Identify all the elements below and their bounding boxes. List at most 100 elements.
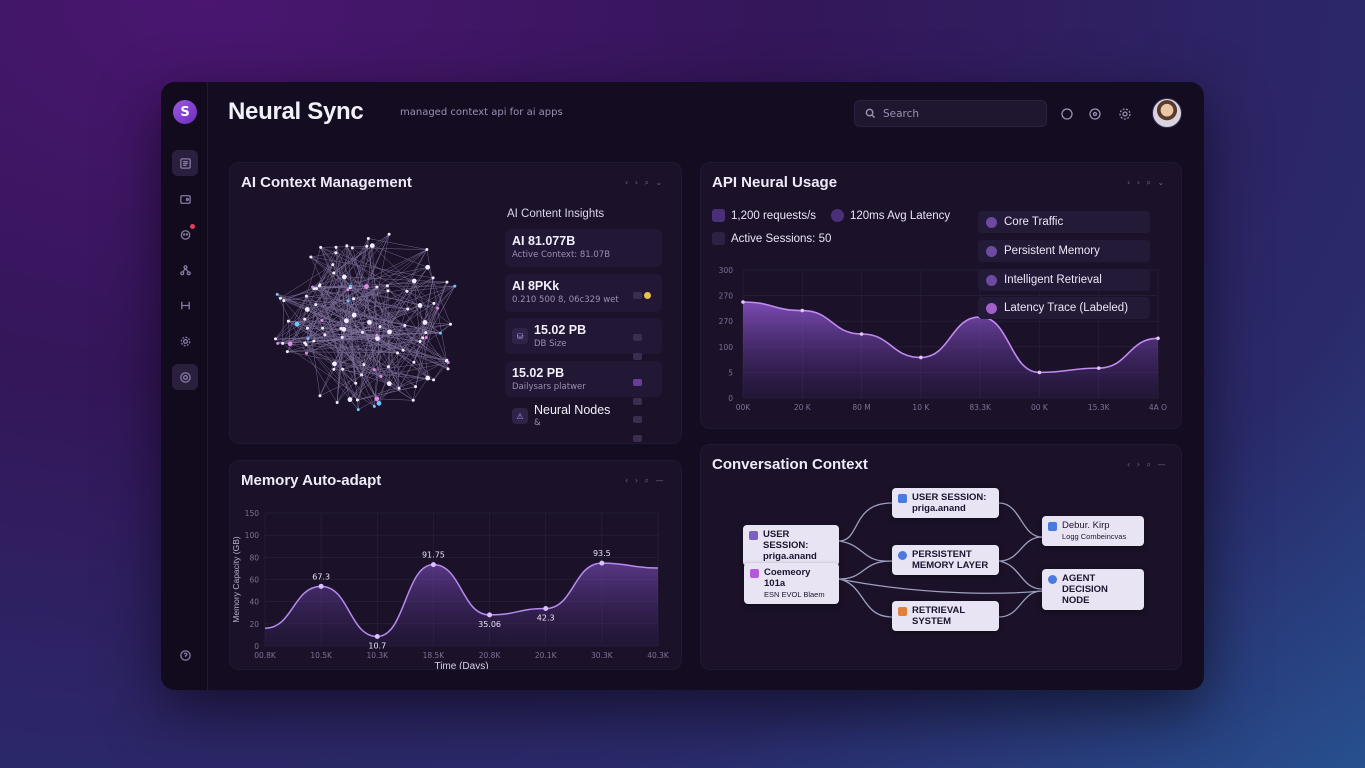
sphere-node [374,396,380,402]
sphere-link [304,318,365,365]
bot-icon[interactable] [172,221,198,247]
sphere-node [445,280,449,284]
user-icon [712,232,725,245]
legend-item[interactable]: Persistent Memory [978,240,1150,262]
sphere-node [431,276,435,280]
toggle[interactable] [633,284,653,299]
sphere-link [376,398,414,401]
flow-node-user-session[interactable]: USER SESSION: priga.anand [743,525,839,566]
sphere-node [349,284,353,288]
sphere-link [333,335,378,370]
x-tick-label: 40.3K [647,651,670,660]
flow-node-memory[interactable]: Coemeory 101a ESN EVOL Blaem [744,563,839,604]
sphere-node [436,306,440,310]
flow-node-agent-decision[interactable]: AGENT DECISION NODE [1042,569,1144,610]
target-icon[interactable] [172,364,198,390]
requests-icon [712,209,725,222]
sphere-link [346,245,367,287]
sphere-link [440,324,451,334]
sphere-link [340,328,390,333]
info-icon[interactable] [1088,106,1102,120]
flow-node-user-session-2[interactable]: USER SESSION: priga.anand [892,488,999,518]
sphere-node [446,367,450,371]
sphere-node [341,326,347,332]
sphere-link [334,363,356,384]
sphere-node [332,361,337,367]
gear-icon[interactable] [172,328,198,354]
help-icon[interactable] [172,642,198,668]
data-label: 91.75 [422,551,445,560]
flow-node-retrieval[interactable]: RETRIEVAL SYSTEM [892,601,999,631]
conversation-panel-title: Conversation Context [712,456,868,473]
sphere-link [346,286,378,321]
insight-card[interactable]: 15.02 PB Dailysars platwer [505,361,662,405]
data-point [1037,370,1042,375]
sphere-link [366,246,400,389]
wallet-icon[interactable] [172,186,198,212]
data-label: 42.3 [537,613,555,622]
sphere-node [424,331,428,335]
flow-node-persistent-memory[interactable]: PERSISTENT MEMORY LAYER [892,545,999,575]
legend-item[interactable]: Core Traffic [978,211,1150,233]
legend-item[interactable]: Latency Trace (Labeled) [978,297,1150,319]
y-tick-label: 100 [719,343,734,352]
sphere-node [306,337,310,341]
sphere-node [421,336,425,340]
panel-controls[interactable]: ‹ › ⌕ — [625,476,666,485]
toggle[interactable] [633,371,653,405]
doc-icon[interactable] [172,150,198,176]
sphere-link [397,352,447,361]
sphere-link [358,360,448,410]
series-area [265,563,658,646]
app-logo[interactable]: S [173,100,197,124]
sphere-node [343,318,349,324]
toggle[interactable] [633,408,653,442]
node-sub: priga.anand [763,551,817,562]
sphere-node [347,397,353,402]
panel-controls[interactable]: ‹ › ⌕ — [1127,460,1168,469]
sphere-link [324,285,388,336]
node-sub: Logg Combeincvas [1062,532,1127,541]
avatar[interactable] [1152,98,1182,128]
panel-controls[interactable]: ‹ › ⌕ ⌄ [1127,178,1167,187]
stat-label: 1,200 requests/s [731,209,817,222]
node-icon [898,551,907,560]
search-box[interactable] [854,100,1047,127]
sphere-link [280,264,333,299]
toggle[interactable] [633,326,653,360]
settings-icon[interactable] [1118,106,1132,120]
sphere-link [277,294,404,351]
insight-card[interactable]: AI 8PKk 0.210 500 8, 06c329 wet [505,274,662,312]
sphere-link [304,318,363,333]
insight-card[interactable]: ⛁ 15.02 PB DB Size [505,318,662,360]
flow-icon[interactable] [172,292,198,318]
sphere-link [422,281,448,338]
node-sub: ESN EVOL Blaem [764,590,825,599]
node-sub: priga.anand [912,503,966,514]
insight-card[interactable]: ⚠ Neural Nodes & [505,401,662,442]
sphere-link [275,332,441,340]
refresh-icon[interactable] [1060,106,1074,120]
sphere-link [304,318,400,389]
sphere-node [314,303,318,307]
sphere-link [333,369,358,401]
flow-node-debur[interactable]: Debur. Kirp Logg Combeincvas [1042,516,1144,546]
legend-item[interactable]: Intelligent Retrieval [978,269,1150,291]
panel-controls[interactable]: ‹ › ⌕ ⌄ [625,178,665,187]
network-icon[interactable] [172,257,198,283]
insight-card[interactable]: AI 81.077B Active Context: 81.07B [505,229,662,267]
sphere-node [418,340,422,344]
node-title: AGENT DECISION [1062,573,1108,595]
sphere-link [413,377,428,401]
data-label: 67.3 [312,572,330,581]
legend-swatch [986,274,997,286]
y-tick-label: 150 [245,509,260,518]
sphere-node [425,375,431,381]
sphere-link [288,320,363,333]
memory-panel-title: Memory Auto-adapt [241,472,382,489]
sphere-node [286,319,290,323]
search-input[interactable] [883,107,1043,120]
x-tick-label: 18.5K [423,651,446,660]
sphere-link [389,308,438,384]
sphere-node [312,339,316,343]
